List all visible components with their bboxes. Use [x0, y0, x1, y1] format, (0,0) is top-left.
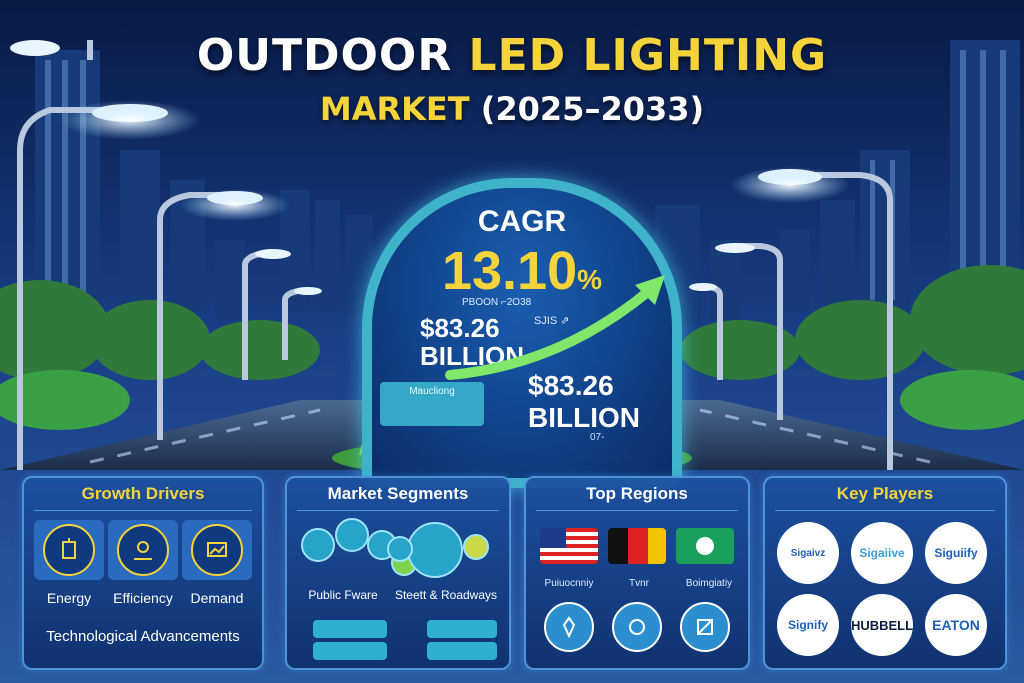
- cagr-label: CAGR: [477, 205, 567, 238]
- market-segments-title: Market Segments: [327, 484, 469, 503]
- segment-bar: [427, 642, 497, 660]
- base-note: 07-: [590, 432, 605, 443]
- maucliong-tag: Maucliong: [380, 382, 484, 426]
- us-flag-icon: [540, 528, 598, 564]
- efficiency-icon: [117, 524, 169, 576]
- segment-icon: [335, 518, 369, 552]
- region-icon: [612, 602, 662, 652]
- eaton-logo: EATON: [925, 594, 987, 656]
- demand-icon-box: [182, 520, 252, 580]
- divider: [536, 510, 738, 511]
- region-label-1: Puiuocnniy: [544, 578, 594, 589]
- cagr-value: 13.10%: [362, 240, 682, 302]
- segment-bar: [313, 620, 387, 638]
- value-right: $83.26 BILLION: [528, 370, 640, 434]
- energy-icon: [43, 524, 95, 576]
- divider: [297, 510, 499, 511]
- region-label-2: Tvnr: [629, 578, 649, 589]
- demand-label: Demand: [190, 590, 244, 606]
- segment-bar: [313, 642, 387, 660]
- key-players-title: Key Players: [836, 484, 934, 503]
- player-logo: Siguiify: [925, 522, 987, 584]
- germany-flag-icon: [608, 528, 666, 564]
- key-players-panel: Key Players Sigaivz Sigaiive Siguiify Si…: [763, 476, 1007, 670]
- main-title: OUTDOOR LED LIGHTING: [0, 30, 1024, 81]
- value-left-amount: $83.26: [420, 313, 500, 343]
- energy-label: Energy: [46, 590, 92, 606]
- region-icon: [544, 602, 594, 652]
- cagr-number: 13.10: [441, 241, 578, 301]
- subtitle-years: (2025–2033): [480, 90, 705, 128]
- cagr-unit: %: [577, 264, 603, 295]
- divider: [775, 510, 995, 511]
- market-segments-panel: Market Segments Public Fware Steett & Ro…: [285, 476, 511, 670]
- region-label-3: Boimgiatiy: [685, 578, 733, 589]
- growth-arrow-icon: [445, 275, 665, 380]
- tech-advancements-label: Technological Advancements: [46, 628, 240, 645]
- title-prefix: OUTDOOR: [196, 30, 469, 81]
- value-right-amount: $83.26: [528, 370, 614, 401]
- region-flag-icon: [676, 528, 734, 564]
- cagr-subtext: PBOON ⌐2O38: [462, 297, 532, 308]
- public-fware-label: Public Fware: [308, 588, 378, 602]
- energy-icon-box: [34, 520, 104, 580]
- player-logo: Sigaiive: [851, 522, 913, 584]
- top-regions-panel: Top Regions Puiuocnniy Tvnr Boimgiatiy: [524, 476, 750, 670]
- subtitle: MARKET (2025–2033): [0, 90, 1024, 128]
- value-glyph: SJIS ⇗: [534, 315, 570, 327]
- growth-drivers-title: Growth Drivers: [81, 484, 205, 503]
- signify-logo: Signify: [777, 594, 839, 656]
- growth-drivers-panel: Growth Drivers Energy Efficiency Demand …: [22, 476, 264, 670]
- hubbell-logo: HUBBELL: [851, 594, 913, 656]
- segment-bar: [427, 620, 497, 638]
- segment-icon: [463, 534, 489, 560]
- top-regions-title: Top Regions: [586, 484, 688, 503]
- street-roadways-label: Steett & Roadways: [394, 588, 498, 602]
- subtitle-market: MARKET: [319, 90, 481, 128]
- cagr-arch: [362, 178, 682, 488]
- value-left: $83.26 BILLION: [420, 314, 524, 370]
- region-icon: [680, 602, 730, 652]
- segment-icon: [387, 536, 413, 562]
- segment-icon: [301, 528, 335, 562]
- roadway-icon: [407, 522, 463, 578]
- efficiency-icon-box: [108, 520, 178, 580]
- value-right-unit: BILLION: [528, 402, 640, 433]
- player-logo: Sigaivz: [777, 522, 839, 584]
- demand-icon: [191, 524, 243, 576]
- divider: [34, 510, 252, 511]
- efficiency-label: Efficiency: [113, 590, 173, 606]
- title-highlight: LED LIGHTING: [468, 30, 828, 81]
